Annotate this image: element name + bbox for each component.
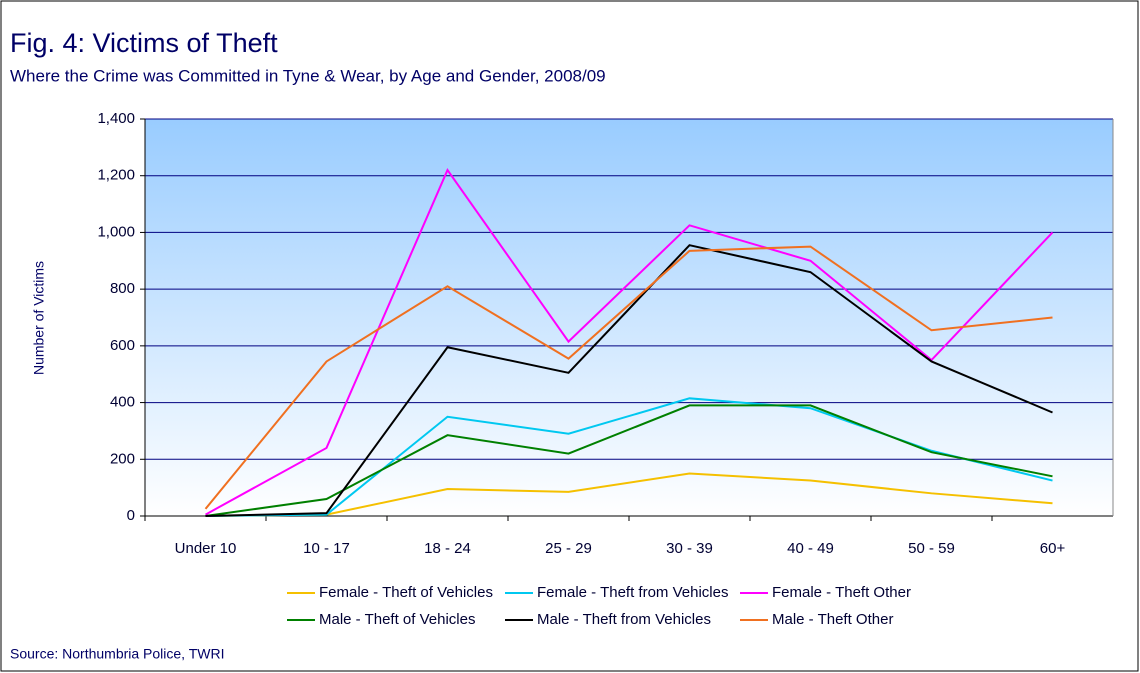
legend-label: Female - Theft Other xyxy=(772,584,911,601)
y-tick-label: 1,400 xyxy=(97,110,135,127)
series-line xyxy=(205,404,1053,517)
series-line xyxy=(205,168,1054,516)
y-tick-label: 1,000 xyxy=(97,223,135,240)
y-tick-label: 400 xyxy=(110,394,135,411)
y-axis-label: Number of Victims xyxy=(31,261,47,375)
legend-label: Male - Theft from Vehicles xyxy=(537,611,711,628)
y-tick-label: 200 xyxy=(110,450,135,467)
legend-label: Male - Theft of Vehicles xyxy=(319,611,475,628)
x-tick-label: 10 - 17 xyxy=(303,540,350,557)
x-tick-label: 25 - 29 xyxy=(545,540,592,557)
legend-label: Female - Theft from Vehicles xyxy=(537,584,728,601)
x-tick-label: 60+ xyxy=(1040,540,1066,557)
x-tick-label: 40 - 49 xyxy=(787,540,834,557)
x-tick-label: Under 10 xyxy=(175,540,237,557)
x-tick-label: 50 - 59 xyxy=(908,540,955,557)
legend-label: Male - Theft Other xyxy=(772,611,893,628)
x-tick-label: 30 - 39 xyxy=(666,540,713,557)
series-line xyxy=(205,472,1053,517)
y-tick-label: 600 xyxy=(110,337,135,354)
y-tick-label: 0 xyxy=(127,507,135,524)
y-tick-label: 800 xyxy=(110,280,135,297)
series-line xyxy=(205,244,1053,517)
source: Source: Northumbria Police, TWRI xyxy=(10,646,224,662)
legend-label: Female - Theft of Vehicles xyxy=(319,584,493,601)
x-tick-label: 18 - 24 xyxy=(424,540,471,557)
y-tick-label: 1,200 xyxy=(97,167,135,184)
chart-title: Fig. 4: Victims of Theft xyxy=(10,28,278,58)
series-line xyxy=(204,245,1053,510)
chart-subtitle: Where the Crime was Committed in Tyne & … xyxy=(10,66,606,85)
plot-area xyxy=(145,119,1113,516)
